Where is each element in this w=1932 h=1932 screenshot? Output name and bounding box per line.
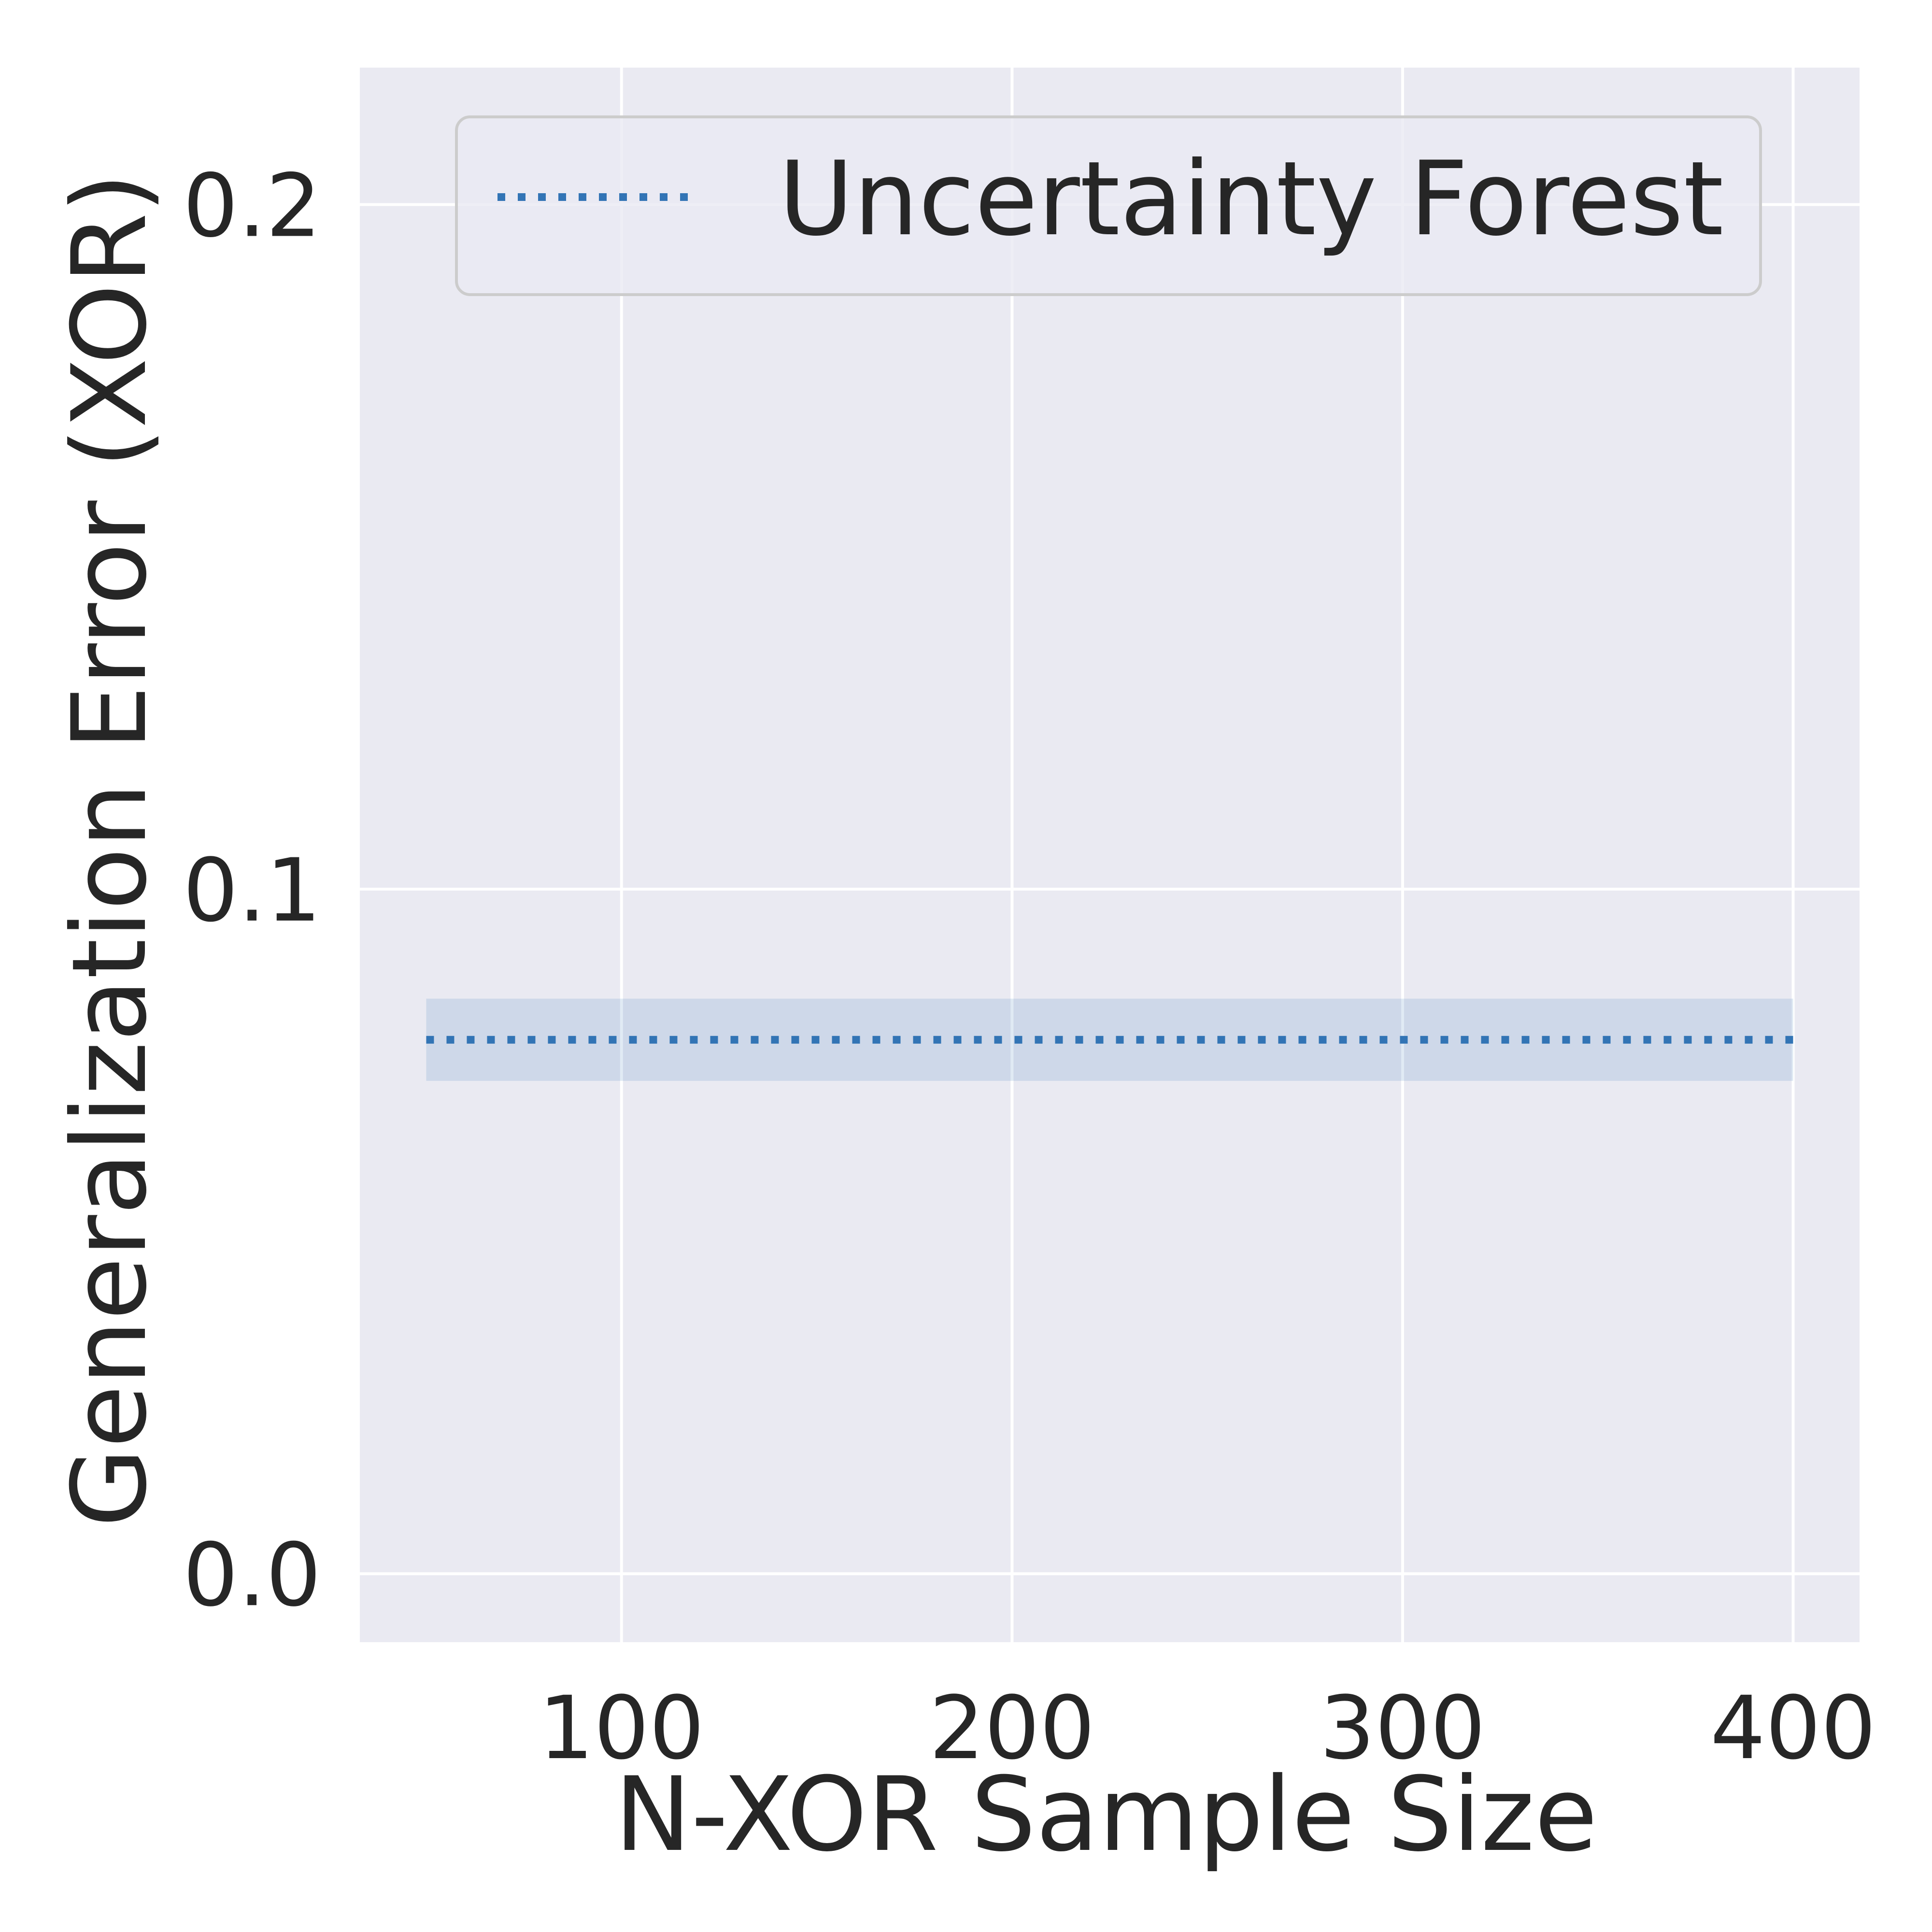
series-layer [426, 998, 1793, 1081]
legend-label: Uncertainty Forest [779, 139, 1724, 258]
y-tick-label: 0.2 [183, 156, 321, 256]
y-tick-label: 0.1 [183, 840, 321, 941]
plot-background [360, 68, 1860, 1642]
legend: Uncertainty Forest [455, 115, 1762, 296]
x-axis-label: N-XOR Sample Size [614, 1755, 1597, 1874]
x-tick-label: 400 [1710, 1678, 1876, 1779]
legend-box [455, 115, 1762, 296]
x-tick-label: 300 [1320, 1678, 1486, 1779]
x-tick-label: 200 [929, 1678, 1095, 1779]
x-tick-label: 100 [539, 1678, 705, 1779]
y-tick-label: 0.0 [183, 1525, 321, 1626]
y-axis-label: Generalization Error (XOR) [50, 173, 169, 1527]
confidence-band [426, 998, 1793, 1081]
y-tick-labels: 0.0 0.1 0.2 [183, 156, 321, 1626]
x-tick-labels: 100 200 300 400 [539, 1678, 1876, 1779]
